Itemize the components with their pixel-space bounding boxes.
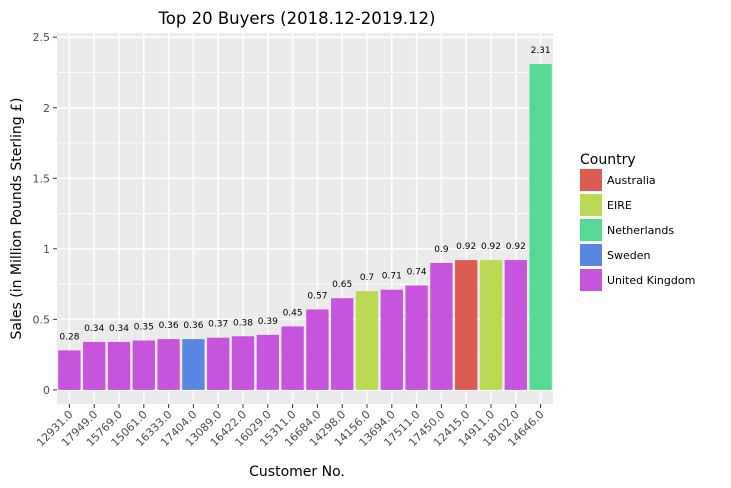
legend-label: United Kingdom	[607, 274, 695, 287]
x-axis-label: Customer No.	[249, 464, 345, 480]
bar	[479, 260, 503, 390]
bar-value-label: 0.38	[233, 318, 253, 328]
legend-label: EIRE	[607, 199, 632, 212]
y-tick-label: 0	[43, 384, 50, 397]
y-tick-label: 2.5	[33, 31, 51, 44]
bar-value-label: 0.34	[109, 324, 129, 334]
bar	[455, 260, 478, 390]
x-axis-ticks: 12931.017949.015769.015061.016333.017404…	[34, 404, 547, 449]
legend-swatch	[580, 244, 602, 266]
legend-swatch	[580, 219, 602, 241]
legend-swatch	[580, 194, 602, 216]
plot-panel	[57, 33, 553, 404]
bar-value-label: 0.36	[159, 321, 179, 331]
bar	[83, 341, 106, 390]
y-tick-label: 1.5	[33, 172, 51, 185]
bar	[281, 326, 304, 390]
bar-value-label: 0.28	[59, 332, 79, 342]
bar	[107, 341, 131, 390]
y-tick-label: 1	[43, 243, 50, 256]
bar	[256, 334, 279, 390]
bar-value-label: 0.37	[208, 320, 228, 330]
bar-value-label: 0.74	[407, 268, 427, 278]
legend-label: Netherlands	[607, 224, 674, 237]
bar-value-label: 0.34	[84, 324, 104, 334]
bar	[157, 339, 180, 390]
bar	[231, 336, 255, 390]
bar-value-label: 0.35	[134, 323, 154, 333]
bar	[355, 291, 379, 390]
bar-value-labels: 0.28 0.34 0.34 0.35 0.36 0.36 0.37 0.38 0.39 0.45…	[59, 46, 550, 342]
bar-value-label: 0.71	[382, 272, 402, 282]
bar	[306, 309, 329, 390]
legend-swatch	[580, 169, 602, 191]
legend-label: Australia	[607, 174, 656, 187]
bar	[58, 350, 81, 390]
bar	[132, 340, 155, 390]
bar-value-label: 2.31	[531, 46, 551, 56]
bar-value-label: 0.9	[434, 245, 449, 255]
legend-items: Australia EIRE Netherlands Sweden United Kin…	[580, 169, 695, 291]
bar	[430, 262, 453, 390]
bar	[207, 337, 230, 390]
bar	[380, 289, 403, 390]
bars	[58, 64, 552, 390]
bar-value-label: 0.65	[332, 280, 352, 290]
bar-value-label: 0.92	[456, 242, 476, 252]
bar	[405, 285, 428, 390]
y-tick-label: 2	[43, 102, 50, 115]
y-tick-label: 0.5	[33, 313, 51, 326]
bar-value-label: 0.45	[283, 308, 303, 318]
bar-value-label: 0.92	[506, 242, 526, 252]
bar-value-label: 0.39	[258, 317, 278, 327]
bar-value-label: 0.36	[183, 321, 203, 331]
legend-title: Country	[580, 152, 636, 168]
legend: Country Australia EIRE Netherlands Sweden Un…	[580, 152, 695, 291]
y-axis-label: Sales (in Million Pounds Sterling £)	[9, 98, 25, 340]
chart-title: Top 20 Buyers (2018.12-2019.12)	[158, 9, 436, 28]
bar-value-label: 0.57	[307, 291, 327, 301]
bar	[331, 298, 354, 390]
bar-value-label: 0.92	[481, 242, 501, 252]
y-axis-ticks: 0 0.5 1 1.5 2 2.5	[33, 31, 57, 397]
bar	[504, 260, 527, 390]
legend-swatch	[580, 269, 602, 291]
legend-label: Sweden	[607, 249, 650, 262]
bar-value-label: 0.7	[360, 273, 374, 283]
bar	[529, 64, 552, 390]
bar	[182, 339, 205, 390]
